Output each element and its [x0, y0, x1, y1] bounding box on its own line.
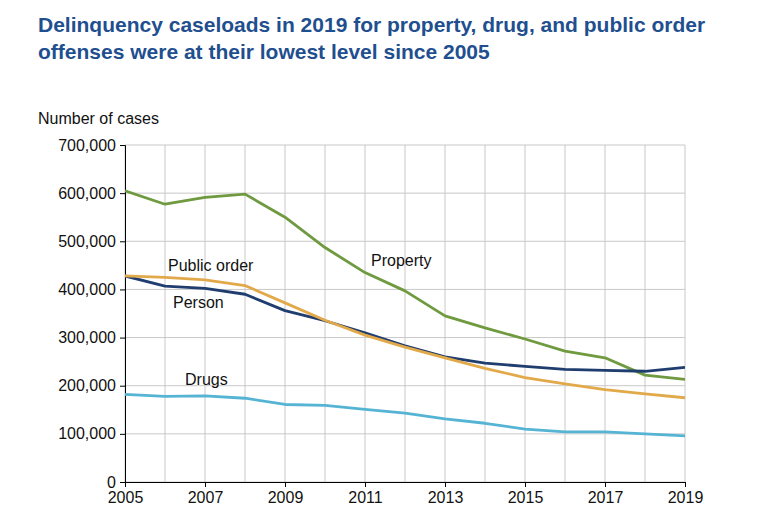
- series-label: Person: [173, 294, 224, 311]
- x-tick-label: 2013: [428, 489, 464, 506]
- grid: [125, 145, 685, 482]
- y-tick-mark: [120, 145, 125, 146]
- x-tick-mark: [445, 482, 446, 487]
- series-labels: Property Person Public order Drugs: [168, 252, 431, 388]
- x-axis: 2005 2007 2009 2011 2013 2015 2017 2019: [108, 482, 704, 506]
- x-tick: 2007: [188, 482, 224, 506]
- y-axis-line: [120, 146, 126, 483]
- y-tick-label: 0: [107, 474, 116, 491]
- x-tick: 2005: [108, 482, 144, 506]
- x-tick-label: 2017: [588, 489, 624, 506]
- grid-line: [525, 145, 526, 482]
- series-line: [125, 394, 685, 435]
- x-tick-mark: [365, 482, 366, 487]
- grid-line: [445, 145, 446, 482]
- y-tick: 400,000: [58, 281, 125, 298]
- y-tick-mark: [120, 434, 125, 435]
- x-axis-line: [126, 483, 686, 488]
- grid-line: [645, 145, 646, 482]
- y-tick: 300,000: [58, 329, 125, 346]
- y-tick: 700,000: [58, 137, 125, 154]
- series-label: Public order: [168, 257, 254, 274]
- y-tick-mark: [120, 386, 125, 387]
- lines: [125, 191, 685, 436]
- y-axis-title: Number of cases: [38, 110, 159, 127]
- y-tick-label: 100,000: [58, 425, 116, 442]
- x-tick: 2013: [428, 482, 464, 506]
- y-tick: 600,000: [58, 185, 125, 202]
- x-tick: 2015: [508, 482, 544, 506]
- grid-line: [365, 145, 366, 482]
- x-tick-mark: [205, 482, 206, 487]
- y-tick-label: 200,000: [58, 377, 116, 394]
- y-tick-mark: [120, 241, 125, 242]
- y-tick: 500,000: [58, 233, 125, 250]
- grid-line: [405, 145, 406, 482]
- series-line: [125, 276, 685, 371]
- plot: 0 100,000 200,000 300,000 400,000 500,000 600,…: [58, 137, 703, 507]
- x-tick-label: 2009: [268, 489, 304, 506]
- y-tick-label: 500,000: [58, 233, 116, 250]
- grid-line: [685, 145, 686, 482]
- y-tick-label: 600,000: [58, 185, 116, 202]
- series-label: Drugs: [185, 371, 228, 388]
- grid-line: [485, 145, 486, 482]
- x-tick-mark: [685, 482, 686, 487]
- grid-line: [165, 145, 166, 482]
- x-tick-mark: [605, 482, 606, 487]
- series-label: Property: [371, 252, 431, 269]
- grid-line: [285, 145, 286, 482]
- title: Delinquency caseloads in 2019 for proper…: [38, 13, 705, 63]
- series-line: [125, 276, 685, 398]
- grid-line: [205, 145, 206, 482]
- y-tick-label: 400,000: [58, 281, 116, 298]
- x-tick-mark: [525, 482, 526, 487]
- grid-line: [325, 145, 326, 482]
- x-tick-label: 2019: [668, 489, 704, 506]
- x-tick-label: 2005: [108, 489, 144, 506]
- x-tick: 2011: [348, 482, 383, 506]
- y-tick: 100,000: [58, 425, 125, 442]
- y-tick-mark: [120, 482, 125, 483]
- x-tick: 2019: [668, 482, 704, 506]
- x-tick-mark: [125, 482, 126, 487]
- x-tick-label: 2007: [188, 489, 224, 506]
- y-axis: 0 100,000 200,000 300,000 400,000 500,000 600,…: [58, 137, 125, 491]
- x-tick-label: 2015: [508, 489, 544, 506]
- y-tick-mark: [120, 289, 125, 290]
- y-tick-mark: [120, 338, 125, 339]
- x-tick: 2017: [588, 482, 624, 506]
- x-tick-label: 2011: [348, 489, 383, 506]
- y-tick-mark: [120, 193, 125, 194]
- x-tick: 2009: [268, 482, 304, 506]
- chart: Delinquency caseloads in 2019 for proper…: [0, 0, 771, 527]
- y-tick: 0: [107, 474, 125, 491]
- series-line: [125, 191, 685, 380]
- x-tick-mark: [285, 482, 286, 487]
- y-tick-label: 300,000: [58, 329, 116, 346]
- y-tick-label: 700,000: [58, 137, 116, 154]
- y-tick: 200,000: [58, 377, 125, 394]
